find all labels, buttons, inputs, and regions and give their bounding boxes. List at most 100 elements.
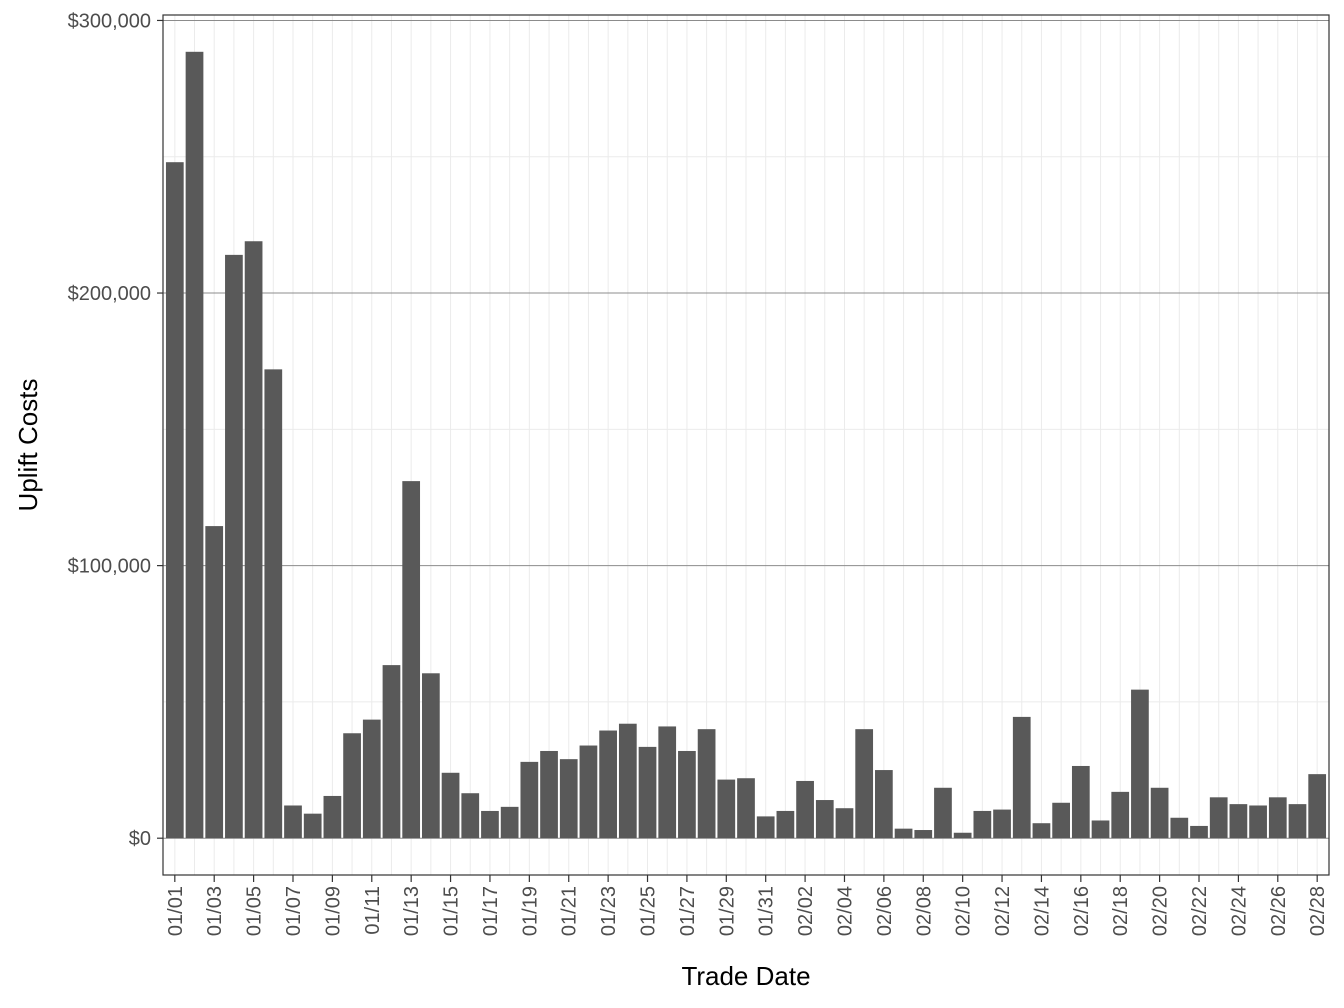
bar-02-07 [894, 828, 913, 839]
plot-panel-border [162, 14, 1330, 876]
x-tick-label: 01/27 [677, 886, 699, 936]
x-tick-label: 01/07 [283, 886, 305, 936]
bar-02-25 [1249, 805, 1267, 839]
x-tick-label: 01/05 [244, 886, 266, 936]
x-tick-label: 02/08 [913, 886, 935, 936]
x-tick-label: 01/11 [362, 886, 384, 935]
bar-01-14 [422, 673, 440, 839]
x-tick-label: 01/29 [716, 886, 738, 936]
bar-01-08 [303, 813, 322, 839]
x-axis-title: Trade Date [681, 961, 810, 991]
x-tick-label: 02/10 [953, 886, 975, 936]
x-tick-label: 02/18 [1110, 886, 1132, 936]
bar-02-04 [835, 808, 854, 839]
bar-02-15 [1052, 802, 1070, 839]
bar-02-24 [1229, 804, 1248, 839]
x-tick-label: 02/22 [1189, 886, 1211, 936]
y-tick-label: $100,000 [68, 556, 151, 578]
x-tick-label: 01/03 [204, 886, 226, 936]
bar-01-30 [737, 778, 755, 839]
x-tick-label: 01/25 [638, 886, 660, 936]
x-tick-label: 02/14 [1031, 886, 1053, 936]
bar-01-15 [441, 772, 460, 839]
bar-01-17 [481, 810, 499, 839]
bar-01-24 [618, 723, 637, 839]
bar-01-02 [185, 51, 204, 839]
bar-02-12 [993, 809, 1011, 839]
x-tick-label: 01/31 [756, 886, 778, 936]
y-axis-title: Uplift Costs [13, 379, 43, 512]
bar-01-27 [678, 750, 696, 839]
bar-01-10 [343, 733, 361, 839]
bar-01-05 [244, 241, 263, 839]
y-axis: $0 $100,000 $200,000 $300,000 [68, 10, 163, 850]
bars [165, 51, 1327, 839]
bar-01-21 [559, 759, 578, 839]
bar-01-23 [599, 730, 617, 839]
bar-01-11 [362, 719, 381, 839]
bar-02-27 [1288, 804, 1307, 839]
bar-01-31 [756, 816, 775, 839]
bar-02-26 [1268, 797, 1287, 839]
x-tick-label: 02/26 [1268, 886, 1290, 936]
x-tick-label: 02/12 [992, 886, 1014, 936]
bar-01-19 [520, 761, 539, 839]
bar-02-19 [1131, 689, 1149, 839]
bar-02-20 [1150, 787, 1169, 839]
bar-02-16 [1071, 765, 1090, 839]
bar-01-04 [225, 254, 243, 839]
bar-02-01 [776, 810, 795, 839]
bar-02-17 [1091, 820, 1110, 839]
x-tick-label: 01/23 [598, 886, 620, 936]
bar-01-22 [579, 745, 598, 839]
x-tick-label: 01/21 [559, 886, 581, 936]
bar-01-20 [540, 750, 558, 839]
bar-02-11 [973, 810, 992, 839]
y-tick-label: $300,000 [68, 10, 151, 32]
x-tick-label: 02/28 [1307, 886, 1329, 936]
x-tick-label: 02/02 [795, 886, 817, 936]
bar-02-10 [953, 832, 972, 839]
x-tick-label: 02/06 [874, 886, 896, 936]
y-tick-label: $200,000 [68, 283, 151, 305]
x-tick-label: 01/15 [441, 886, 463, 936]
bar-02-21 [1170, 817, 1189, 839]
x-tick-label: 01/01 [165, 886, 187, 936]
bar-02-02 [796, 780, 814, 839]
x-tick-label: 01/19 [519, 886, 541, 936]
bar-01-26 [658, 726, 677, 839]
bar-01-07 [284, 805, 302, 839]
bar-01-09 [323, 795, 342, 839]
bar-01-29 [717, 779, 736, 839]
y-tick-label: $0 [129, 828, 151, 850]
bar-01-01 [165, 162, 184, 839]
bar-01-18 [500, 806, 519, 839]
bar-02-22 [1190, 825, 1208, 839]
bar-02-08 [914, 830, 933, 839]
bar-01-28 [697, 729, 716, 839]
bar-02-05 [855, 729, 874, 839]
bar-02-28 [1308, 774, 1327, 839]
x-tick-label: 01/09 [322, 886, 344, 936]
bar-02-06 [875, 770, 893, 839]
bar-01-12 [382, 665, 401, 839]
x-tick-label: 01/17 [480, 886, 502, 936]
bar-02-09 [934, 787, 952, 839]
bar-02-03 [815, 800, 834, 839]
bar-02-18 [1111, 791, 1130, 839]
bar-01-16 [461, 793, 480, 839]
bar-02-14 [1032, 823, 1051, 839]
x-axis: 01/01 01/03 01/05 01/07 01/09 01/11 01/13 01/15… [165, 875, 1329, 936]
bar-01-03 [205, 526, 224, 839]
bar-02-13 [1012, 716, 1031, 839]
x-tick-label: 01/13 [401, 886, 423, 936]
bar-01-25 [638, 746, 657, 839]
x-tick-label: 02/16 [1071, 886, 1093, 936]
x-tick-label: 02/20 [1150, 886, 1172, 936]
x-tick-label: 02/24 [1228, 886, 1250, 936]
bar-02-23 [1209, 797, 1228, 839]
x-tick-label: 02/04 [834, 886, 856, 936]
bar-01-13 [402, 481, 421, 839]
bar-01-06 [264, 369, 283, 839]
